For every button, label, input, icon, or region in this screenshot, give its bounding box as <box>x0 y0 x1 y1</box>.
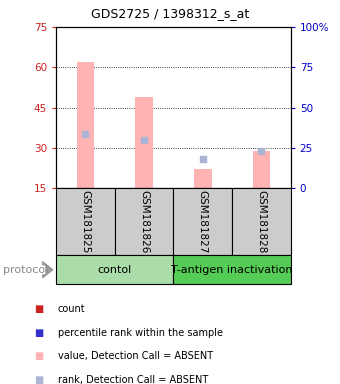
Bar <box>173 188 232 255</box>
Text: GSM181827: GSM181827 <box>198 190 208 253</box>
Text: contol: contol <box>98 265 132 275</box>
Bar <box>194 169 211 188</box>
Text: protocol: protocol <box>3 265 49 275</box>
Text: percentile rank within the sample: percentile rank within the sample <box>58 328 223 338</box>
Bar <box>56 188 115 255</box>
Text: T-antigen inactivation: T-antigen inactivation <box>171 265 293 275</box>
Bar <box>135 97 153 188</box>
Text: rank, Detection Call = ABSENT: rank, Detection Call = ABSENT <box>58 375 208 384</box>
Text: GSM181825: GSM181825 <box>81 190 90 253</box>
Bar <box>232 188 291 255</box>
Text: GSM181828: GSM181828 <box>256 190 266 253</box>
Text: GDS2725 / 1398312_s_at: GDS2725 / 1398312_s_at <box>91 7 249 20</box>
Text: ■: ■ <box>34 351 43 361</box>
Text: ■: ■ <box>34 375 43 384</box>
Bar <box>173 255 291 284</box>
Text: GSM181826: GSM181826 <box>139 190 149 253</box>
Bar <box>253 151 270 188</box>
Text: count: count <box>58 304 85 314</box>
Text: ■: ■ <box>34 304 43 314</box>
Text: value, Detection Call = ABSENT: value, Detection Call = ABSENT <box>58 351 213 361</box>
Bar <box>76 62 94 188</box>
FancyArrow shape <box>42 262 53 278</box>
Bar <box>56 255 173 284</box>
Text: ■: ■ <box>34 328 43 338</box>
Bar <box>115 188 173 255</box>
